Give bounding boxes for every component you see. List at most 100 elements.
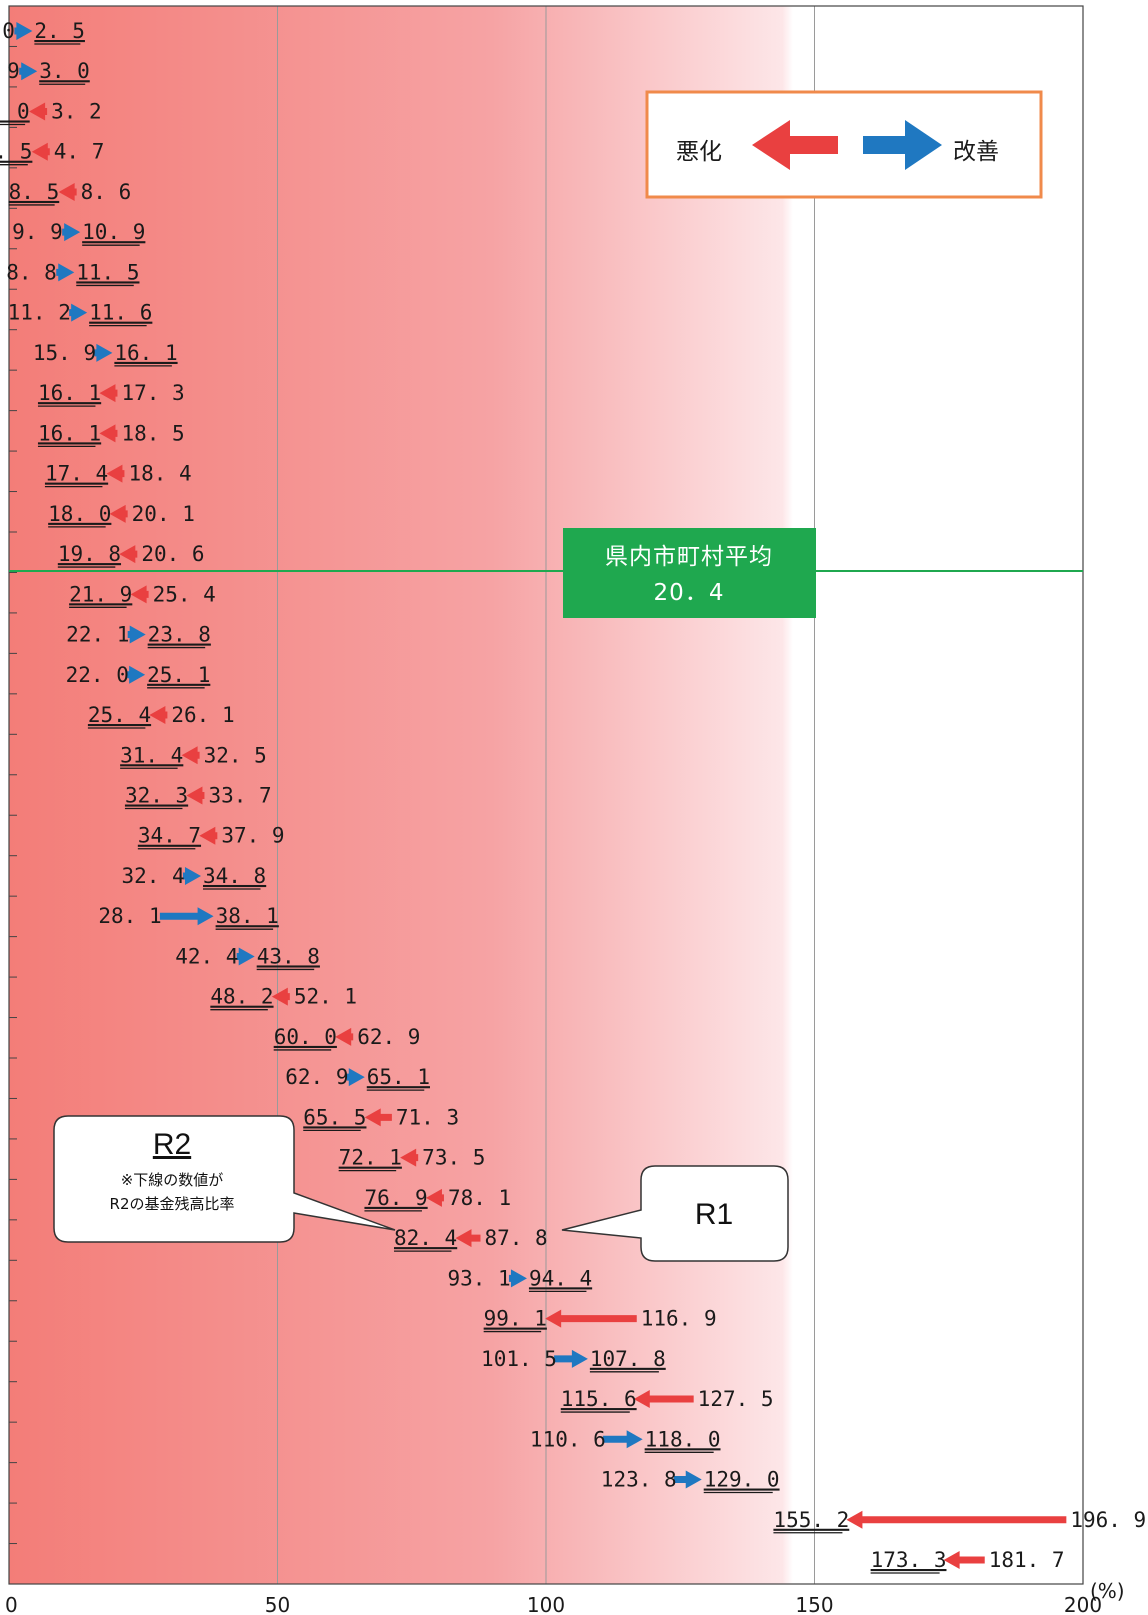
r1-value-label: 11. 2 [8, 301, 71, 325]
worse-arrow-icon [99, 384, 118, 403]
r2-value-label: 18. 0 [48, 502, 111, 526]
legend-better-arrow-icon [863, 120, 942, 170]
x-tick-label: 150 [795, 1593, 833, 1615]
r1-value-label: 181. 7 [989, 1548, 1065, 1572]
r1-value-label: 3. 2 [51, 99, 102, 123]
r2-value-label: 16. 1 [114, 341, 177, 365]
worse-arrow-icon [455, 1229, 481, 1248]
r1-value-label: 73. 5 [422, 1146, 485, 1170]
worse-arrow-icon [186, 786, 205, 805]
plot-frame [8, 5, 1084, 1585]
r1-value-label: 26. 1 [171, 703, 234, 727]
better-arrow-icon [346, 1068, 365, 1087]
worse-arrow-icon [130, 585, 149, 604]
r2-value-label: 76. 9 [364, 1186, 427, 1210]
worse-arrow-icon [58, 182, 77, 201]
r1-value-label: 18. 5 [121, 421, 184, 445]
worse-arrow-icon [364, 1108, 392, 1127]
better-arrow-icon [127, 625, 146, 644]
r1-value-label: 20. 1 [132, 502, 195, 526]
better-arrow-icon [69, 303, 88, 322]
r1-value-label: 123. 8 [601, 1468, 677, 1492]
better-arrow-icon [94, 343, 113, 362]
legend-frame [645, 90, 1043, 199]
r1-value-label: 93. 1 [447, 1266, 510, 1290]
r2-value-label: 16. 1 [38, 421, 101, 445]
r2-value-label: 48. 2 [210, 985, 273, 1009]
better-arrow-icon [182, 866, 201, 885]
legend-worse-arrow-icon [752, 120, 838, 170]
r2-value-label: 65. 5 [303, 1105, 366, 1129]
r1-value-label: 32. 5 [204, 743, 267, 767]
r1-value-label: 78. 1 [448, 1186, 511, 1210]
r1-value-label: 52. 1 [294, 985, 357, 1009]
r1-value-label: 1. 9 [0, 59, 20, 83]
r2-callout-note1: ※下線の数値が [121, 1171, 224, 1189]
r1-value-label: 28. 1 [98, 904, 161, 928]
x-axis-tick-labels: 0 50 100 150 200 [5, 1593, 1102, 1615]
r2-value-label: 82. 4 [394, 1226, 457, 1250]
worse-arrow-icon [425, 1188, 444, 1207]
better-arrow-icon [508, 1269, 527, 1288]
r2-value-label: 155. 2 [773, 1508, 849, 1532]
r2-callout-title: R2 [153, 1128, 191, 1161]
r2-value-label: 2. 5 [34, 19, 85, 43]
r1-value-label: 62. 9 [357, 1025, 420, 1049]
worse-arrow-icon [181, 746, 200, 765]
r1-value-label: 71. 3 [396, 1105, 459, 1129]
better-arrow-icon [554, 1349, 588, 1368]
r1-value-label: 110. 6 [530, 1427, 606, 1451]
r2-value-label: 118. 0 [645, 1427, 721, 1451]
r1-value-label: 22. 0 [66, 663, 129, 687]
r1-value-label: 101. 5 [481, 1347, 557, 1371]
r2-value-label: 17. 4 [45, 462, 108, 486]
x-tick-label: 50 [265, 1593, 290, 1615]
worse-arrow-icon [109, 504, 128, 523]
legend: 悪化 改善 [645, 90, 1043, 199]
r2-value-label: 107. 8 [590, 1347, 666, 1371]
r1-value-label: 4. 7 [54, 140, 105, 164]
r2-value-label: 43. 8 [257, 944, 320, 968]
worse-arrow-icon [846, 1510, 1067, 1529]
r2-value-label: 23. 8 [148, 623, 211, 647]
r1-value-label: 8. 8 [6, 260, 57, 284]
r2-value-label: 38. 1 [216, 904, 279, 928]
r2-value-label: 19. 8 [58, 542, 121, 566]
legend-better-label: 改善 [953, 139, 999, 165]
r2-value-label: 129. 0 [704, 1468, 780, 1492]
r2-value-label: 16. 1 [38, 381, 101, 405]
r2-value-label: 21. 9 [69, 582, 132, 606]
better-arrow-icon [19, 62, 38, 81]
legend-worse-label: 悪化 [676, 139, 722, 165]
r1-value-label: 62. 9 [285, 1065, 348, 1089]
r2-value-label: 94. 4 [529, 1266, 592, 1290]
x-tick-label: 100 [527, 1593, 565, 1615]
data-marks: 1. 0 2. 5 1. 9 3. 0 3. 2 3. 0 4. 7 3. 5 8. 6 8. 5… [0, 19, 1146, 1574]
r2-value-label: 3. 5 [0, 140, 32, 164]
r2-value-label: 25. 4 [88, 703, 151, 727]
better-arrow-icon [14, 22, 33, 40]
r2-value-label: 72. 1 [339, 1146, 402, 1170]
r2-callout: R2 ※下線の数値が R2の基金残高比率 [53, 1115, 396, 1243]
r2-value-label: 173. 3 [871, 1548, 947, 1572]
worse-arrow-icon [335, 1027, 354, 1046]
r2-value-label: 25. 1 [147, 663, 210, 687]
r1-value-label: 25. 4 [153, 582, 216, 606]
r1-value-label: 37. 9 [221, 824, 284, 848]
gridlines [277, 6, 815, 1584]
r1-value-label: 17. 3 [121, 381, 184, 405]
unit-label: (%) [1090, 1579, 1125, 1603]
r1-value-label: 127. 5 [698, 1387, 774, 1411]
r1-value-label: 20. 6 [141, 542, 204, 566]
average-label-line2: 20．4 [654, 580, 725, 606]
r1-value-label: 196. 9 [1070, 1508, 1146, 1532]
worse-arrow-icon [545, 1309, 637, 1328]
better-arrow-icon [159, 907, 214, 926]
r2-value-label: 10. 9 [82, 220, 145, 244]
average-label-line1: 県内市町村平均 [605, 544, 773, 570]
r2-value-label: 65. 1 [367, 1065, 430, 1089]
worse-arrow-icon [149, 706, 168, 725]
r2-value-label: 3. 0 [0, 99, 30, 123]
r2-value-label: 34. 8 [203, 864, 266, 888]
